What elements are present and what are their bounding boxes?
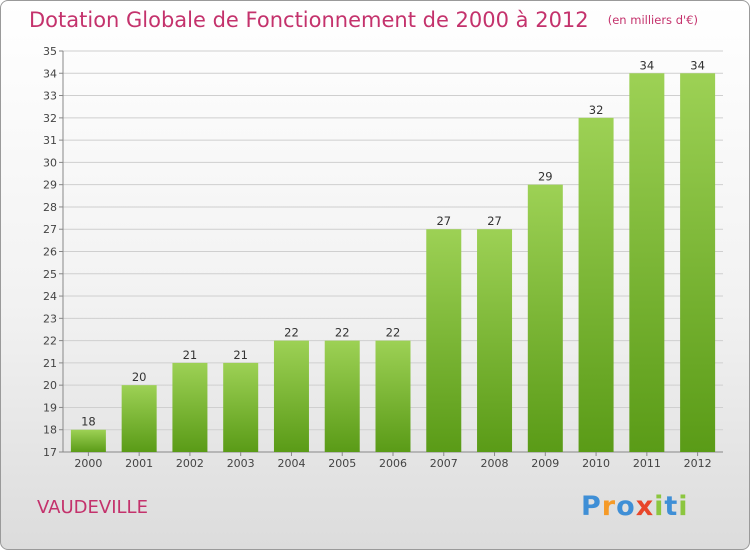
commune-name: VAUDEVILLE	[37, 497, 148, 518]
y-tick-label: 31	[43, 134, 57, 147]
x-tick-label: 2010	[582, 457, 610, 470]
x-tick-label: 2007	[430, 457, 458, 470]
x-tick-label: 2003	[227, 457, 255, 470]
bar-value-label: 22	[284, 326, 299, 340]
bars	[70, 73, 716, 453]
bar-2004	[273, 340, 309, 452]
y-tick-label: 22	[43, 335, 57, 348]
labels: 17 18 19 20 21 22 23 24 25 26 27 28 29 30 31 32 33 34 35 18…	[43, 45, 712, 470]
bar-2011	[629, 73, 665, 453]
y-tick-label: 25	[43, 268, 57, 281]
y-tick-label: 24	[43, 290, 57, 303]
x-tick-label: 2000	[74, 457, 102, 470]
bar-value-label: 29	[538, 170, 553, 184]
y-tick-label: 19	[43, 401, 57, 414]
bar-value-label: 27	[487, 214, 502, 228]
y-tick-label: 28	[43, 201, 57, 214]
chart-title: Dotation Globale de Fonctionnement de 20…	[29, 8, 589, 32]
title-row: Dotation Globale de Fonctionnement de 20…	[29, 8, 698, 32]
bar-value-label: 18	[81, 415, 96, 429]
bar-value-label: 34	[640, 58, 655, 72]
y-tick-label: 33	[43, 90, 57, 103]
bar-2001	[121, 385, 157, 452]
y-tick-label: 34	[43, 67, 57, 80]
x-tick-label: 2008	[481, 457, 509, 470]
bar-2002	[172, 362, 208, 452]
bar-2000	[70, 429, 106, 452]
bar-value-label: 27	[436, 214, 451, 228]
x-tick-label: 2004	[277, 457, 305, 470]
bar-value-label: 20	[132, 370, 147, 384]
bar-2003	[223, 362, 259, 452]
bar-2006	[375, 340, 411, 452]
bar-2010	[578, 117, 614, 452]
x-tick-label: 2012	[684, 457, 712, 470]
bar-value-label: 21	[233, 348, 248, 362]
bar-2007	[426, 229, 462, 452]
x-tick-label: 2006	[379, 457, 407, 470]
y-tick-label: 35	[43, 45, 57, 58]
y-tick-label: 21	[43, 357, 57, 370]
proxiti-logo: Proxiti	[581, 491, 689, 522]
bar-value-label: 22	[335, 326, 350, 340]
bar-value-label: 22	[386, 326, 401, 340]
bar-2009	[527, 184, 563, 452]
bar-value-label: 21	[183, 348, 198, 362]
y-tick-label: 32	[43, 112, 57, 125]
y-tick-label: 17	[43, 446, 57, 459]
x-tick-label: 2005	[328, 457, 356, 470]
y-tick-label: 26	[43, 246, 57, 259]
bar-value-label: 32	[589, 103, 604, 117]
bar-2012	[680, 73, 716, 453]
y-tick-label: 23	[43, 312, 57, 325]
x-tick-label: 2011	[633, 457, 661, 470]
x-tick-label: 2009	[531, 457, 559, 470]
x-tick-label: 2001	[125, 457, 153, 470]
x-tick-label: 2002	[176, 457, 204, 470]
y-tick-label: 20	[43, 379, 57, 392]
bar-2005	[324, 340, 360, 452]
y-tick-label: 29	[43, 179, 57, 192]
chart-unit: (en milliers d'€)	[607, 13, 698, 27]
y-tick-label: 30	[43, 156, 57, 169]
y-tick-label: 27	[43, 223, 57, 236]
y-tick-label: 18	[43, 424, 57, 437]
bar-2008	[477, 229, 513, 452]
bar-value-label: 34	[690, 58, 705, 72]
